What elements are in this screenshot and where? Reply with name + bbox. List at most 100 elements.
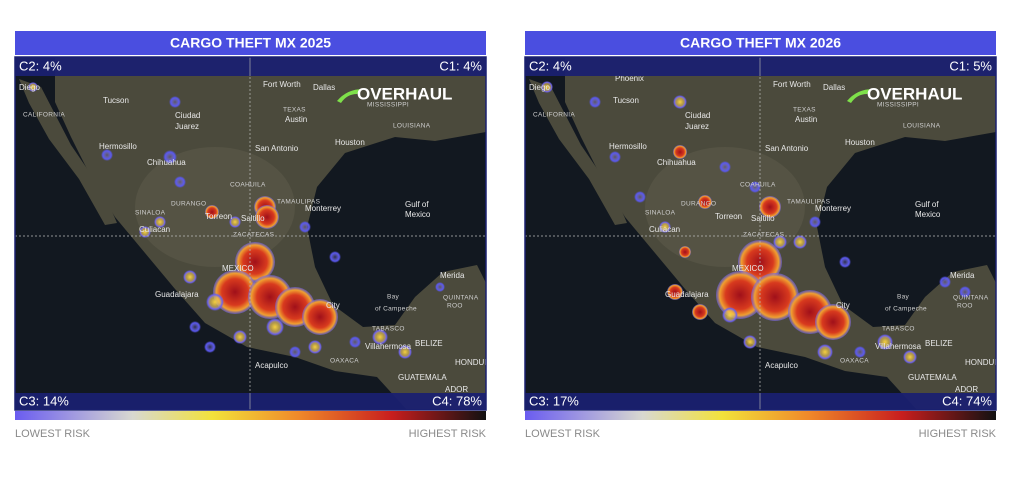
heat-spot	[839, 256, 851, 268]
heat-spot	[673, 145, 687, 159]
heat-spot	[235, 242, 275, 282]
heat-spot	[101, 149, 113, 161]
logo: OVERHAUL	[867, 84, 962, 103]
place-label: COAHUILA	[230, 182, 266, 189]
heat-spot	[959, 286, 971, 298]
risk-scale	[525, 411, 996, 420]
risk-scale	[15, 411, 486, 420]
place-label: OAXACA	[330, 358, 359, 365]
place-label: TAMAULIPAS	[787, 199, 831, 206]
place-label: CALIFORNIA	[533, 112, 575, 119]
place-label: Fort Worth	[263, 80, 301, 89]
heat-spot	[698, 195, 712, 209]
logo-mark	[847, 89, 873, 103]
place-label: TAMAULIPAS	[277, 199, 321, 206]
place-label: Acapulco	[255, 361, 288, 370]
title-bar	[15, 31, 486, 55]
place-label: Culiacan	[139, 225, 170, 234]
legend-high: HIGHEST RISK	[919, 428, 997, 440]
place-label: HONDURAS	[455, 358, 501, 367]
quadrant-label: C4: 78%	[432, 393, 482, 408]
place-label: Culiacan	[649, 225, 680, 234]
heat-spot	[903, 350, 917, 364]
place-label: BELIZE	[415, 339, 443, 348]
place-label: Tucson	[103, 96, 129, 105]
logo-mark	[337, 89, 363, 103]
heat-spot	[749, 181, 761, 193]
place-label: SINALOA	[135, 210, 166, 217]
place-label: Monterrey	[305, 204, 341, 213]
heat-spot	[939, 276, 951, 288]
quadrant-label: C4: 74%	[942, 393, 992, 408]
heat-spot	[877, 334, 893, 350]
heat-spot	[589, 96, 601, 108]
quadrant-label: C3: 14%	[19, 393, 69, 408]
heat-spot	[163, 150, 177, 164]
place-label: CALIFORNIA	[23, 112, 65, 119]
heat-spot	[289, 346, 301, 358]
place-label: Juarez	[175, 122, 199, 131]
place-label: Chihuahua	[147, 158, 186, 167]
map: Diego CALIFORNIA Tucson Fort Worth Dallas TEX…	[525, 57, 996, 410]
heat-spot	[233, 330, 247, 344]
place-label: LOUISIANA	[903, 123, 941, 130]
heat-spot	[809, 216, 821, 228]
quad-bar	[15, 393, 486, 410]
heat-spot	[743, 335, 757, 349]
place-label: ADOR	[445, 385, 468, 394]
heat-spot	[673, 95, 687, 109]
place-label: Gulf of	[915, 200, 939, 209]
heat-spot	[139, 226, 151, 238]
place-label: Gulf of	[405, 200, 429, 209]
place-label: Dallas	[313, 83, 335, 92]
place-label: BELIZE	[925, 339, 953, 348]
heat-spot	[204, 341, 216, 353]
place-label: ZACATECAS	[743, 232, 785, 239]
place-label: MISSISSIPPI	[877, 102, 919, 109]
place-label: Saltillo	[751, 214, 775, 223]
heat-spot	[398, 345, 412, 359]
land: Diego CALIFORNIA Tucson Fort Worth Dallas TEX…	[529, 57, 996, 410]
place-label: Bay	[897, 294, 910, 301]
place-label: City	[326, 301, 340, 310]
heat-spot	[266, 318, 284, 336]
place-label: of Campeche	[375, 306, 417, 313]
quadrant-label: C1: 5%	[949, 58, 992, 73]
heat-spot	[541, 81, 553, 93]
place-label: Phoenix	[615, 74, 644, 83]
place-label: Dallas	[823, 83, 845, 92]
heat-spot	[722, 307, 738, 323]
legend-low: LOWEST RISK	[15, 428, 91, 440]
place-label: GUATEMALA	[398, 373, 447, 382]
place-label: MEXICO	[222, 264, 254, 273]
place-label: LOUISIANA	[393, 123, 431, 130]
place-label: Merida	[440, 271, 465, 280]
place-label: COAHUILA	[740, 182, 776, 189]
place-label: Chihuahua	[657, 158, 696, 167]
heat-spot	[189, 321, 201, 333]
legend-low: LOWEST RISK	[525, 428, 601, 440]
place-label: Hermosillo	[99, 142, 137, 151]
quadrant-label: C1: 4%	[439, 58, 482, 73]
title-bar	[525, 31, 996, 55]
map: Diego CALIFORNIA Tucson Fort Worth Dallas TEX…	[15, 57, 501, 410]
place-label: Ciudad	[175, 111, 200, 120]
place-label: TEXAS	[283, 107, 306, 114]
heat-spot	[659, 221, 671, 233]
place-label: MEXICO	[732, 264, 764, 273]
baja	[19, 79, 117, 225]
place-label: Houston	[845, 138, 875, 147]
place-label: QUINTANA	[443, 295, 479, 302]
place-label: Guadalajara	[155, 290, 199, 299]
place-label: DURANGO	[681, 201, 716, 208]
place-label: Mexico	[915, 210, 941, 219]
heat-spot	[716, 271, 764, 319]
heat-spot	[174, 176, 186, 188]
heat-spot	[308, 340, 322, 354]
place-label: City	[836, 301, 850, 310]
heat-spot	[692, 304, 708, 320]
place-label: SINALOA	[645, 210, 676, 217]
place-label: QUINTANA	[953, 295, 989, 302]
place-label: Merida	[950, 271, 975, 280]
